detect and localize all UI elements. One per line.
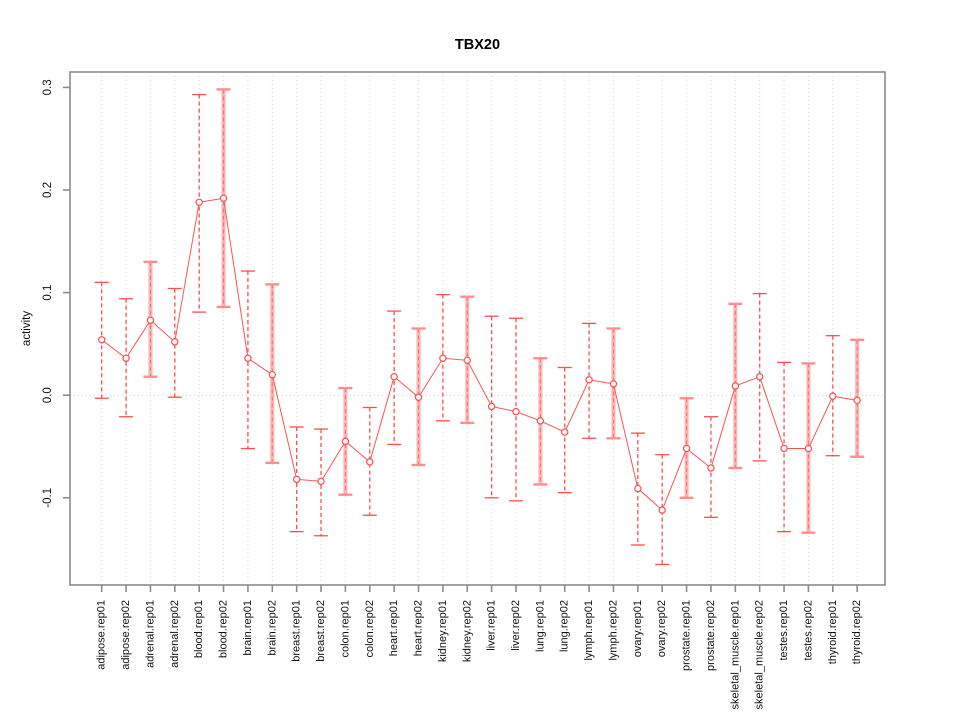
data-point-marker bbox=[487, 402, 496, 411]
data-point-marker bbox=[853, 396, 861, 405]
x-tick-label: liver.rep01 bbox=[486, 600, 498, 651]
data-point-marker bbox=[244, 354, 252, 362]
data-point-marker bbox=[414, 393, 423, 401]
data-point-marker bbox=[439, 354, 447, 362]
data-point-marker bbox=[561, 428, 569, 436]
data-point-marker bbox=[463, 356, 471, 365]
x-tick-label: heart.rep02 bbox=[413, 600, 425, 656]
data-point-marker bbox=[171, 338, 179, 346]
x-tick-label: blood.rep02 bbox=[218, 600, 230, 658]
data-point-marker bbox=[585, 376, 593, 384]
x-tick-label: kidney.rep02 bbox=[461, 600, 473, 662]
data-point-marker bbox=[341, 437, 350, 446]
plot-frame bbox=[69, 71, 886, 586]
x-tick-label: thyroid.rep02 bbox=[851, 600, 863, 664]
y-tick-label: 0.3 bbox=[42, 79, 54, 95]
data-point-marker bbox=[366, 458, 374, 466]
x-tick-label: blood.rep01 bbox=[193, 600, 205, 658]
x-tick-label: lung.rep01 bbox=[534, 600, 546, 652]
x-tick-label: ovary.rep01 bbox=[632, 600, 644, 657]
x-tick-label: breast.rep02 bbox=[315, 600, 327, 662]
data-point-marker bbox=[707, 464, 715, 472]
x-tick-label: skeletal_muscle.rep02 bbox=[754, 600, 766, 709]
x-tick-label: brain.rep01 bbox=[242, 600, 254, 656]
x-tick-label: skeletal_muscle.rep01 bbox=[729, 600, 741, 709]
series-line bbox=[101, 197, 858, 511]
y-tick-label: -0.1 bbox=[42, 488, 54, 508]
x-tick-label: testes.rep01 bbox=[778, 600, 790, 661]
data-point-marker bbox=[292, 475, 301, 484]
x-tick-label: colon.rep01 bbox=[339, 600, 351, 658]
y-tick-label: 0.0 bbox=[42, 387, 54, 403]
x-tick-label: heart.rep01 bbox=[388, 600, 400, 656]
data-point-marker bbox=[755, 373, 764, 381]
data-point-marker bbox=[804, 444, 813, 453]
x-tick-label: adipose.rep02 bbox=[120, 600, 132, 670]
x-tick-label: lung.rep02 bbox=[559, 600, 571, 652]
data-point-marker bbox=[268, 370, 276, 379]
x-tick-label: breast.rep01 bbox=[291, 600, 303, 662]
x-tick-label: ovary.rep02 bbox=[656, 600, 668, 657]
data-point-marker bbox=[658, 506, 666, 514]
x-tick-label: kidney.rep01 bbox=[437, 600, 449, 662]
x-tick-label: testes.rep02 bbox=[802, 600, 814, 661]
chart-title: TBX20 bbox=[455, 37, 500, 53]
data-point-marker bbox=[122, 354, 130, 362]
data-point-marker bbox=[634, 484, 642, 493]
data-point-marker bbox=[512, 407, 520, 416]
x-tick-label: adrenal.rep02 bbox=[169, 600, 181, 668]
x-tick-label: liver.rep02 bbox=[510, 600, 522, 651]
data-point-marker bbox=[609, 380, 618, 388]
y-tick-label: 0.1 bbox=[42, 285, 54, 301]
y-axis-title: activity bbox=[21, 311, 33, 346]
data-point-marker bbox=[317, 477, 325, 486]
data-point-marker bbox=[390, 373, 398, 381]
data-point-marker bbox=[146, 316, 155, 324]
data-point-marker bbox=[829, 392, 837, 400]
y-tick-label: 0.2 bbox=[42, 182, 54, 198]
x-tick-label: adrenal.rep01 bbox=[144, 600, 156, 668]
data-point-marker bbox=[682, 444, 691, 453]
data-point-marker bbox=[195, 198, 203, 207]
x-tick-label: lymph.rep02 bbox=[607, 600, 619, 661]
data-point-marker bbox=[780, 444, 788, 453]
data-point-marker bbox=[731, 382, 740, 390]
data-point-marker bbox=[97, 336, 106, 344]
x-tick-label: prostate.rep01 bbox=[681, 600, 693, 671]
x-tick-label: prostate.rep02 bbox=[705, 600, 717, 671]
x-tick-label: brain.rep02 bbox=[266, 600, 278, 656]
x-tick-label: adipose.rep01 bbox=[96, 600, 108, 670]
x-tick-label: thyroid.rep01 bbox=[827, 600, 839, 664]
x-tick-label: lymph.rep01 bbox=[583, 600, 595, 661]
x-tick-label: colon.rep02 bbox=[364, 600, 376, 658]
data-point-marker bbox=[536, 417, 545, 425]
data-point-marker bbox=[219, 194, 228, 202]
